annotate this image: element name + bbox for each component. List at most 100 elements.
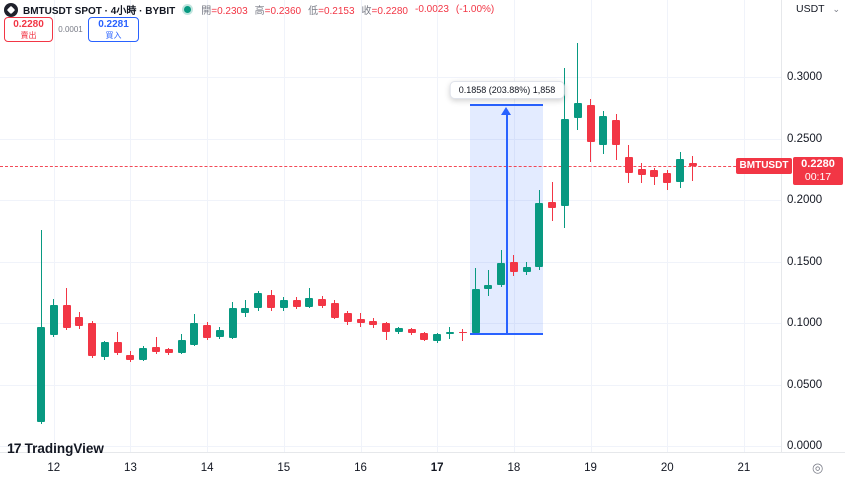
time-axis[interactable]: ◎ 12 13 14 15 16 17 18 19 20 21 [0, 453, 845, 486]
candle-wick [692, 155, 694, 182]
candle-body [215, 330, 224, 337]
candle-body [586, 105, 595, 142]
candle-body [433, 333, 442, 341]
price-axis-label: 0.3000 [787, 71, 823, 83]
buy-price: 0.2281 [98, 19, 129, 30]
measure-top-edge [470, 104, 543, 107]
candle-body [624, 156, 633, 173]
gridline-vertical [53, 0, 55, 452]
candle-body [37, 327, 45, 422]
measure-arrow-head [501, 107, 511, 116]
candle-body [535, 202, 544, 268]
gridline-horizontal [0, 138, 781, 140]
gridline-vertical [590, 0, 592, 452]
bybit-logo-icon [4, 2, 18, 17]
sell-label: 賣出 [20, 31, 37, 40]
gridline-horizontal [0, 446, 781, 447]
time-axis-label: 19 [584, 462, 597, 474]
ohlc-item: 開=0.2303 [201, 6, 248, 17]
candle-body [458, 331, 467, 334]
market-status-icon [184, 6, 192, 13]
candle-body [152, 346, 161, 353]
candle-body [497, 262, 506, 285]
candle-body [676, 159, 684, 183]
gridline-vertical [207, 0, 209, 452]
time-axis-label: 18 [507, 462, 521, 474]
ohlc-item: 高=0.2360 [254, 6, 302, 17]
tradingview-watermark[interactable]: 17 TradingView [7, 440, 104, 456]
candle-body [190, 323, 199, 346]
currency-selector[interactable]: USDT ⌄ [796, 3, 840, 15]
candle-body [599, 116, 608, 145]
time-axis-separator [0, 452, 845, 453]
candle-body [650, 169, 659, 177]
price-axis-label: 0.1000 [787, 317, 823, 329]
candle-body [75, 316, 84, 326]
candle-wick [40, 230, 42, 424]
time-axis-label: 21 [737, 462, 751, 474]
gridline-horizontal [0, 77, 781, 78]
measure-tooltip: 0.1858 (203.88%) 1,858 [449, 81, 565, 99]
candle-body [164, 348, 173, 353]
candle-wick [551, 181, 553, 221]
ohlc-item: 收=0.2280 [361, 6, 408, 17]
time-axis-label: 16 [354, 462, 367, 474]
gridline-vertical [513, 0, 515, 452]
candle-wick [462, 329, 464, 342]
candle-body [305, 298, 314, 307]
candle-body [203, 324, 212, 338]
candle-body [420, 332, 429, 340]
ohlc-item: 低=0.2153 [308, 6, 355, 17]
time-axis-label: 14 [200, 462, 214, 474]
candle-body [241, 307, 250, 314]
candle-body [318, 299, 327, 306]
price-change-pct: (-1.00%) [455, 4, 495, 15]
measure-arrow-line [505, 114, 508, 333]
price-axis-label: 0.2500 [787, 132, 823, 145]
time-axis-label: 13 [124, 462, 137, 474]
price-axis-label: 0.0500 [787, 378, 823, 391]
last-price-value: 0.2280 [801, 157, 835, 170]
candle-body [522, 267, 531, 272]
gridline-vertical [667, 0, 669, 452]
candle-body [663, 172, 672, 184]
candle-body [560, 118, 569, 207]
candle-body [343, 312, 352, 322]
price-change: -0.0023 [414, 4, 449, 15]
candle-wick [487, 269, 489, 296]
candle-body [407, 329, 416, 333]
axis-settings-icon[interactable]: ◎ [812, 460, 824, 475]
candle-body [100, 342, 109, 357]
gridline-horizontal [0, 323, 781, 324]
candle-body [445, 331, 454, 334]
buy-label: 買入 [105, 31, 122, 40]
candle-body [62, 305, 71, 329]
candle-body [330, 302, 339, 318]
price-axis[interactable]: USDT ⌄ 0.3000 0.2500 0.2000 0.1500 0.1000 0.0… [782, 0, 845, 452]
time-axis-label: 20 [660, 462, 674, 474]
gridline-vertical [743, 0, 745, 452]
tradingview-logo-icon: 17 [7, 440, 22, 456]
candle-body [267, 294, 276, 308]
candle-body [126, 354, 135, 360]
candle-body [279, 299, 288, 308]
candle-wick [155, 337, 157, 354]
gridline-vertical [437, 0, 439, 452]
gridline-horizontal [0, 261, 781, 263]
candle-wick [577, 43, 579, 130]
time-axis-label: 12 [47, 462, 61, 474]
symbol-title[interactable]: BMTUSDT SPOT · 4小時 · BYBIT [23, 6, 176, 17]
spread-value: 0.0001 [58, 25, 83, 34]
plot-area[interactable]: 0.1858 (203.88%) 1,858 [0, 0, 781, 452]
candle-body [548, 201, 557, 208]
time-axis-label: 17 [430, 462, 444, 474]
candle-body [113, 342, 122, 353]
candle-countdown: 00:17 [804, 170, 832, 183]
candle-body [139, 347, 148, 360]
last-price-line [0, 165, 781, 167]
candle-body [292, 299, 301, 307]
time-axis-label: 15 [277, 462, 291, 474]
sell-button[interactable]: 0.2280 賣出 [4, 17, 53, 42]
buy-button[interactable]: 0.2281 買入 [88, 17, 139, 42]
